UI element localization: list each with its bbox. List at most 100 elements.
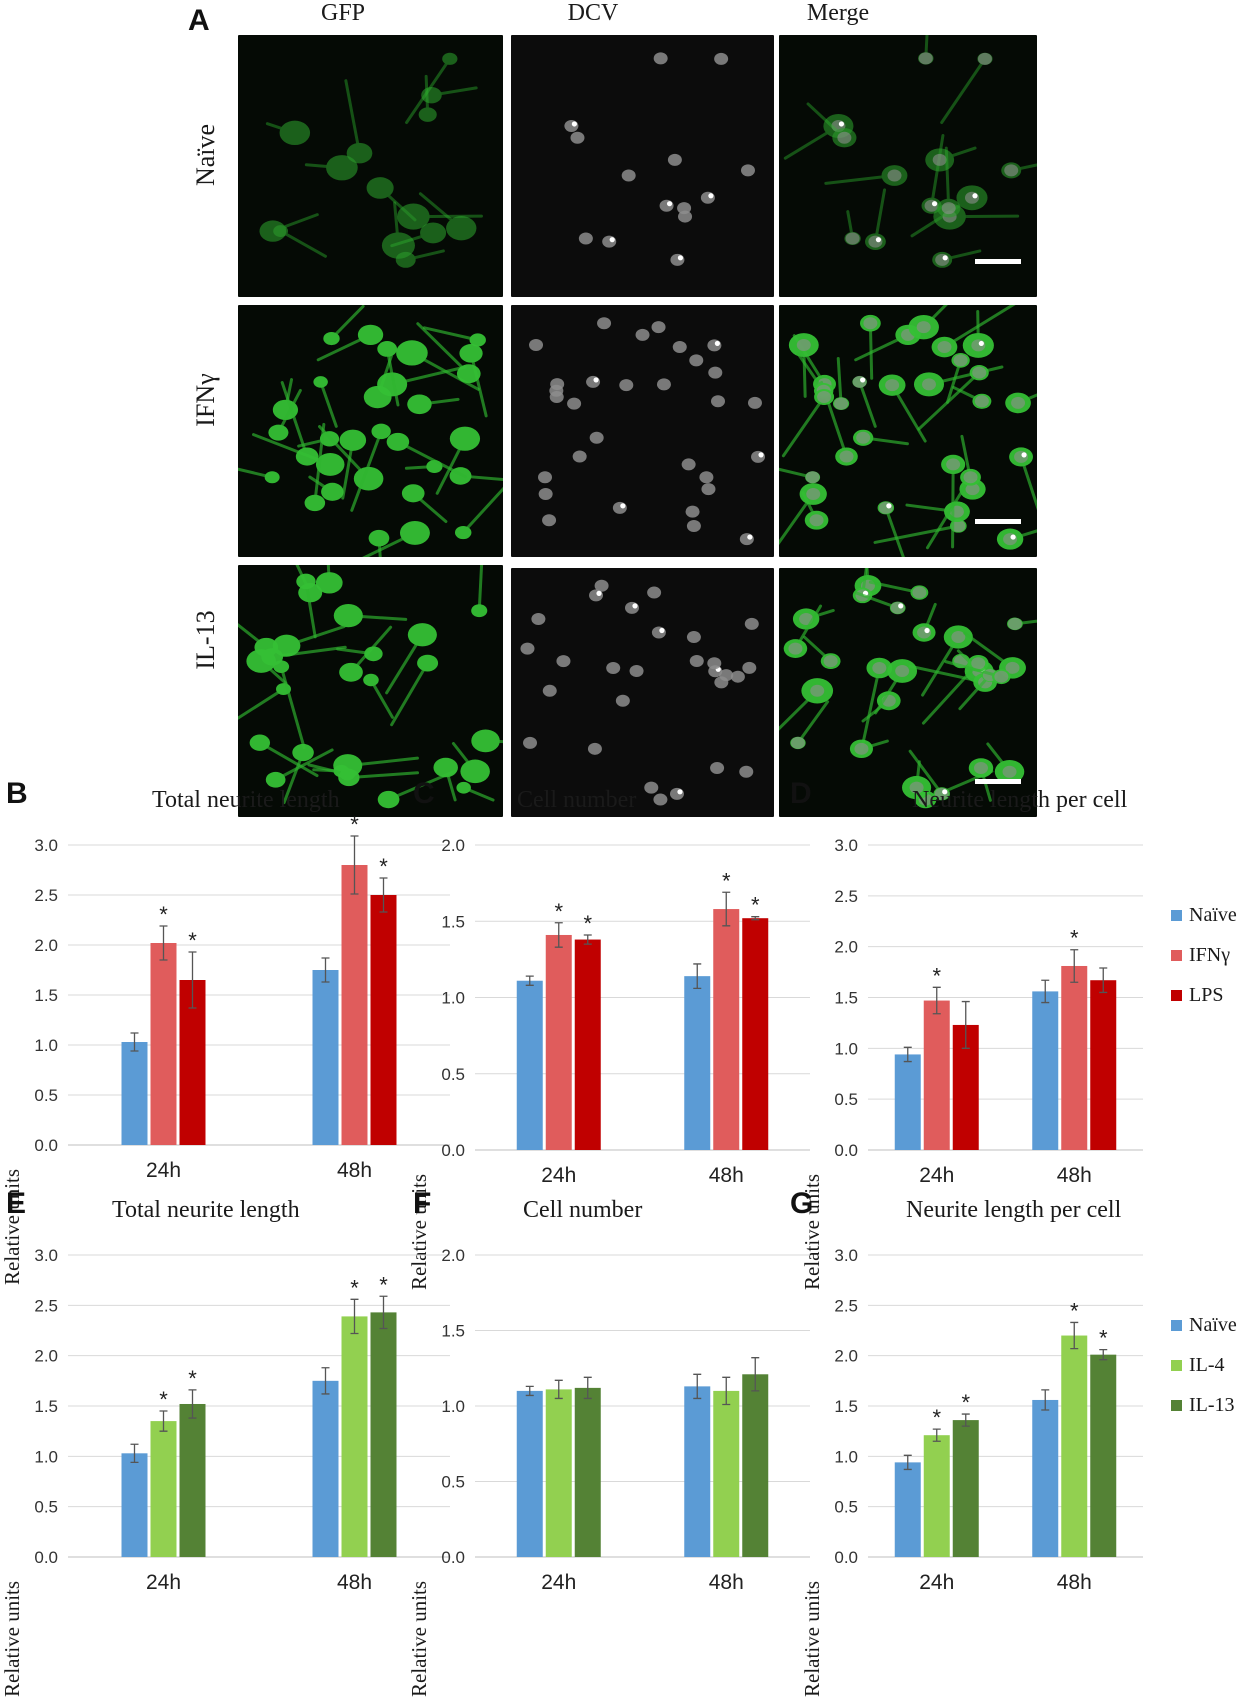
- micrograph-ifng-gfp: [238, 305, 503, 557]
- legend-label: LPS: [1189, 984, 1223, 1007]
- y-tick-label: 0.0: [441, 1548, 465, 1567]
- bar: [517, 1391, 543, 1557]
- y-tick-label: 0.0: [441, 1141, 465, 1160]
- legend-item: IL-13: [1171, 1385, 1237, 1425]
- micrograph-naive-merge: [779, 35, 1037, 297]
- bar: [575, 1388, 601, 1557]
- significance-star: *: [188, 928, 197, 953]
- y-tick-label: 3.0: [834, 836, 858, 855]
- y-tick-label: 1.0: [441, 1397, 465, 1416]
- micrograph-naive-gfp: [238, 35, 503, 297]
- bar: [313, 970, 339, 1145]
- bar: [742, 918, 768, 1150]
- bar: [1061, 1336, 1087, 1557]
- y-tick-label: 0.5: [834, 1090, 858, 1109]
- bar: [546, 935, 572, 1150]
- y-tick-label: 1.0: [441, 989, 465, 1008]
- y-tick-label: 0.0: [834, 1548, 858, 1567]
- bar: [1090, 980, 1116, 1150]
- bar: [713, 1391, 739, 1557]
- significance-star: *: [932, 963, 941, 988]
- y-tick-label: 2.5: [834, 887, 858, 906]
- y-tick-label: 2.0: [441, 836, 465, 855]
- legend-label: IL-13: [1189, 1394, 1235, 1417]
- significance-star: *: [1099, 1326, 1108, 1351]
- bar: [342, 865, 368, 1145]
- bar: [684, 976, 710, 1150]
- bar: [924, 1435, 950, 1557]
- bar: [546, 1389, 572, 1557]
- y-tick-label: 0.5: [441, 1065, 465, 1084]
- y-tick-label: 0.5: [441, 1473, 465, 1492]
- legend-swatch: [1171, 1400, 1182, 1411]
- significance-star: *: [554, 899, 563, 924]
- x-category-label: 24h: [146, 1571, 181, 1594]
- x-category-label: 48h: [709, 1571, 744, 1594]
- significance-star: *: [350, 1275, 359, 1300]
- bar: [122, 1453, 148, 1557]
- y-tick-label: 1.5: [834, 1397, 858, 1416]
- micrograph-ifng-merge: [779, 305, 1037, 557]
- y-tick-label: 2.0: [834, 1347, 858, 1366]
- significance-star: *: [350, 812, 359, 837]
- y-tick-label: 1.5: [834, 989, 858, 1008]
- legend-label: IL-4: [1189, 1354, 1225, 1377]
- y-tick-label: 1.5: [441, 912, 465, 931]
- legend-label: Naïve: [1189, 1314, 1237, 1337]
- legend-label: IFNγ: [1189, 944, 1230, 967]
- y-tick-label: 1.5: [34, 1397, 58, 1416]
- y-tick-label: 1.0: [34, 1036, 58, 1055]
- legend-item: Naïve: [1171, 1305, 1237, 1345]
- legend-swatch: [1171, 990, 1182, 1001]
- row-header-naive: Naïve: [191, 35, 221, 275]
- y-tick-label: 1.5: [441, 1322, 465, 1341]
- y-tick-label: 2.5: [34, 886, 58, 905]
- scale-bar: [975, 519, 1021, 524]
- y-tick-label: 0.0: [34, 1548, 58, 1567]
- x-category-label: 48h: [1057, 1571, 1092, 1594]
- panel-a-letter: A: [188, 4, 210, 38]
- y-tick-label: 1.0: [834, 1447, 858, 1466]
- significance-star: *: [1070, 926, 1079, 951]
- significance-star: *: [961, 1390, 970, 1415]
- legend-item: IL-4: [1171, 1345, 1237, 1385]
- chart-legend: Naïve IL-4 IL-13: [1171, 1305, 1237, 1425]
- bar: [1032, 1400, 1058, 1557]
- y-tick-label: 2.5: [834, 1296, 858, 1315]
- bar: [313, 1381, 339, 1557]
- significance-star: *: [1070, 1298, 1079, 1323]
- bar: [924, 1001, 950, 1150]
- row-header-ifng: IFNγ: [191, 280, 221, 520]
- y-tick-label: 1.0: [834, 1039, 858, 1058]
- y-tick-label: 2.0: [34, 1347, 58, 1366]
- y-tick-label: 2.0: [441, 1246, 465, 1265]
- y-tick-label: 0.5: [34, 1498, 58, 1517]
- legend-swatch: [1171, 1320, 1182, 1331]
- significance-star: *: [159, 902, 168, 927]
- bar: [1090, 1355, 1116, 1557]
- significance-star: *: [722, 868, 731, 893]
- y-tick-label: 3.0: [34, 1246, 58, 1265]
- significance-star: *: [751, 893, 760, 918]
- bar: [575, 940, 601, 1150]
- legend-item: IFNγ: [1171, 935, 1237, 975]
- bar: [713, 909, 739, 1150]
- significance-star: *: [932, 1405, 941, 1430]
- bar: [953, 1420, 979, 1557]
- scale-bar: [975, 259, 1021, 264]
- bar: [1032, 991, 1058, 1150]
- y-tick-label: 3.0: [34, 836, 58, 855]
- column-header-dcv: DCV: [468, 0, 718, 27]
- y-tick-label: 2.0: [834, 938, 858, 957]
- significance-star: *: [188, 1366, 197, 1391]
- y-tick-label: 0.5: [34, 1086, 58, 1105]
- bar: [517, 981, 543, 1150]
- legend-swatch: [1171, 950, 1182, 961]
- y-tick-label: 0.0: [834, 1141, 858, 1160]
- y-tick-label: 1.0: [34, 1447, 58, 1466]
- legend-swatch: [1171, 1360, 1182, 1371]
